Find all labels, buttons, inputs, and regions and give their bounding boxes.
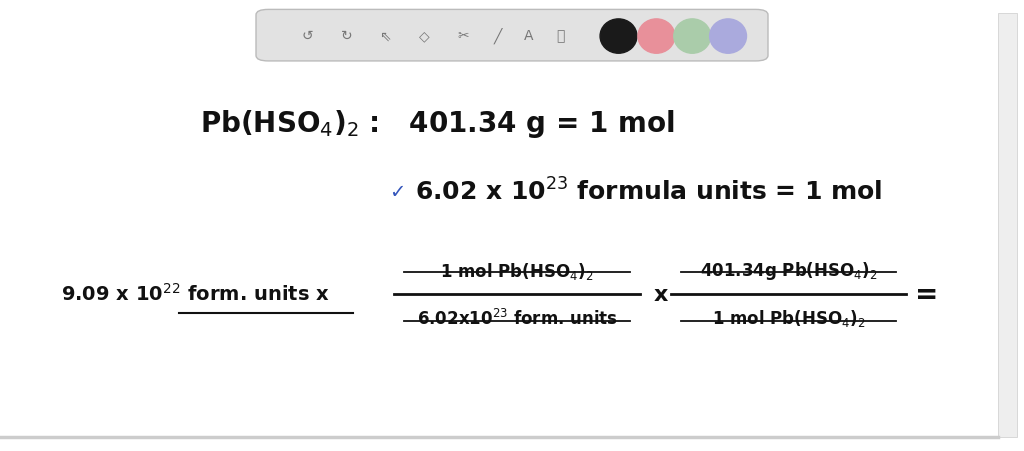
Text: A: A xyxy=(524,29,534,43)
Text: 1 mol Pb(HSO$_4$)$_2$: 1 mol Pb(HSO$_4$)$_2$ xyxy=(712,308,865,328)
Text: ╱: ╱ xyxy=(494,28,502,44)
Text: ↺: ↺ xyxy=(301,29,313,43)
Text: 401.34g Pb(HSO$_4$)$_2$: 401.34g Pb(HSO$_4$)$_2$ xyxy=(699,260,878,281)
Text: Pb(HSO$_4$)$_2$ :   401.34 g = 1 mol: Pb(HSO$_4$)$_2$ : 401.34 g = 1 mol xyxy=(200,108,674,140)
Text: x: x xyxy=(653,285,668,304)
Ellipse shape xyxy=(674,20,711,54)
Text: =: = xyxy=(915,281,938,308)
Text: 6.02x10$^{23}$ form. units: 6.02x10$^{23}$ form. units xyxy=(417,308,617,328)
Ellipse shape xyxy=(600,20,637,54)
Text: 1 mol Pb(HSO$_4$)$_2$: 1 mol Pb(HSO$_4$)$_2$ xyxy=(440,260,594,281)
Text: 9.09 x 10$^{22}$ form. units x: 9.09 x 10$^{22}$ form. units x xyxy=(61,282,330,304)
FancyBboxPatch shape xyxy=(998,14,1017,437)
Text: ⇖: ⇖ xyxy=(380,29,391,43)
Text: ↻: ↻ xyxy=(340,29,352,43)
Text: ✂: ✂ xyxy=(458,29,469,43)
FancyBboxPatch shape xyxy=(256,10,768,62)
Text: 6.02 x 10$^{23}$ formula units = 1 mol: 6.02 x 10$^{23}$ formula units = 1 mol xyxy=(415,178,883,205)
Ellipse shape xyxy=(710,20,746,54)
Text: ✓: ✓ xyxy=(389,182,406,201)
Text: ⛰: ⛰ xyxy=(557,29,565,43)
Text: ◇: ◇ xyxy=(419,29,430,43)
Ellipse shape xyxy=(638,20,675,54)
